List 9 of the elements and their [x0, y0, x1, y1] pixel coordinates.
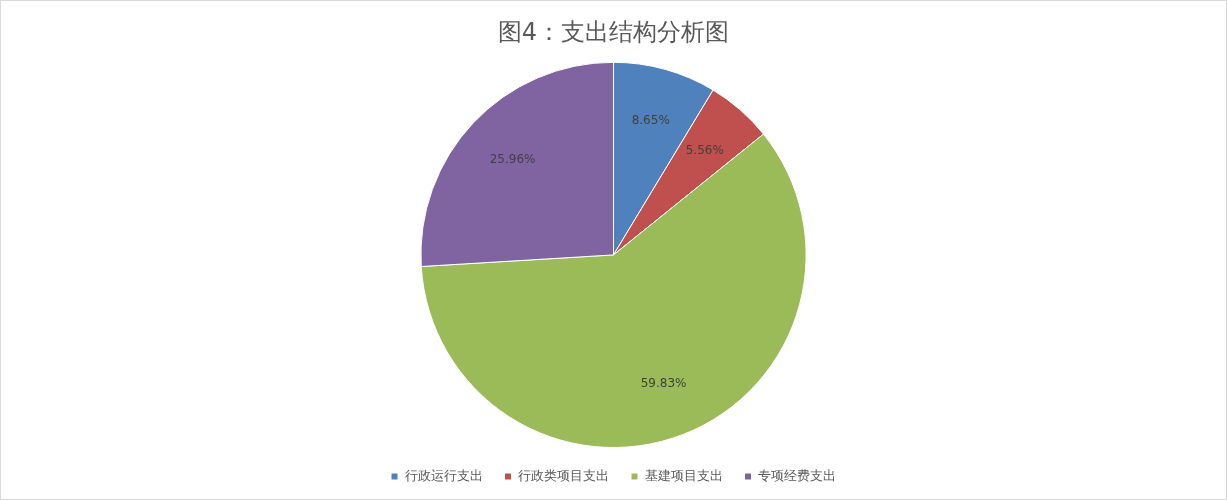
data-label: 59.83% [640, 376, 687, 391]
data-label: 25.96% [489, 151, 536, 166]
legend-label: 行政类项目支出 [518, 467, 609, 483]
chart-title: 图4：支出结构分析图 [497, 17, 730, 46]
legend-label: 基建项目支出 [644, 467, 723, 483]
legend-label: 行政运行支出 [404, 467, 483, 483]
data-label: 5.56% [685, 142, 724, 157]
legend-label: 专项经费支出 [758, 467, 836, 483]
data-label: 8.65% [631, 113, 670, 128]
